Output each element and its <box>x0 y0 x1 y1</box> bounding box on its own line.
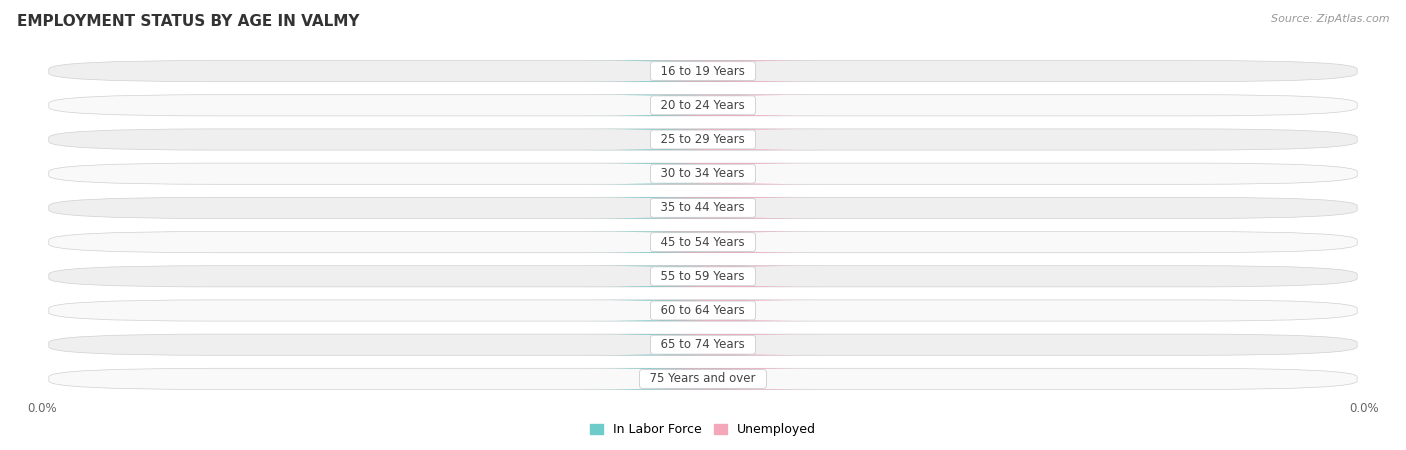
FancyBboxPatch shape <box>627 231 823 253</box>
FancyBboxPatch shape <box>49 129 1357 150</box>
Text: 0.0%: 0.0% <box>710 203 740 213</box>
FancyBboxPatch shape <box>627 94 823 116</box>
FancyBboxPatch shape <box>583 368 779 390</box>
Text: 0.0%: 0.0% <box>666 66 696 76</box>
Legend: In Labor Force, Unemployed: In Labor Force, Unemployed <box>585 418 821 441</box>
FancyBboxPatch shape <box>49 300 1357 321</box>
FancyBboxPatch shape <box>583 334 779 356</box>
Text: 35 to 44 Years: 35 to 44 Years <box>654 202 752 214</box>
FancyBboxPatch shape <box>627 163 823 184</box>
Text: 20 to 24 Years: 20 to 24 Years <box>654 99 752 112</box>
Text: 65 to 74 Years: 65 to 74 Years <box>654 338 752 351</box>
Text: 75 Years and over: 75 Years and over <box>643 373 763 385</box>
FancyBboxPatch shape <box>583 300 779 321</box>
Text: 60 to 64 Years: 60 to 64 Years <box>654 304 752 317</box>
FancyBboxPatch shape <box>583 129 779 150</box>
FancyBboxPatch shape <box>49 266 1357 287</box>
FancyBboxPatch shape <box>49 197 1357 219</box>
FancyBboxPatch shape <box>583 197 779 219</box>
Text: Source: ZipAtlas.com: Source: ZipAtlas.com <box>1271 14 1389 23</box>
FancyBboxPatch shape <box>627 368 823 390</box>
FancyBboxPatch shape <box>49 334 1357 356</box>
FancyBboxPatch shape <box>49 60 1357 82</box>
Text: 55 to 59 Years: 55 to 59 Years <box>654 270 752 283</box>
FancyBboxPatch shape <box>583 266 779 287</box>
Text: 0.0%: 0.0% <box>666 271 696 281</box>
FancyBboxPatch shape <box>49 94 1357 116</box>
Text: 0.0%: 0.0% <box>710 306 740 315</box>
Text: 0.0%: 0.0% <box>710 237 740 247</box>
FancyBboxPatch shape <box>627 197 823 219</box>
Text: 0.0%: 0.0% <box>710 374 740 384</box>
Text: EMPLOYMENT STATUS BY AGE IN VALMY: EMPLOYMENT STATUS BY AGE IN VALMY <box>17 14 360 28</box>
FancyBboxPatch shape <box>583 94 779 116</box>
Text: 0.0%: 0.0% <box>666 203 696 213</box>
Text: 0.0%: 0.0% <box>710 135 740 144</box>
Text: 0.0%: 0.0% <box>666 306 696 315</box>
Text: 0.0%: 0.0% <box>666 169 696 179</box>
Text: 0.0%: 0.0% <box>710 340 740 350</box>
Text: 16 to 19 Years: 16 to 19 Years <box>654 65 752 77</box>
Text: 0.0%: 0.0% <box>710 100 740 110</box>
FancyBboxPatch shape <box>627 129 823 150</box>
FancyBboxPatch shape <box>627 60 823 82</box>
Text: 0.0%: 0.0% <box>666 237 696 247</box>
Text: 0.0%: 0.0% <box>666 135 696 144</box>
Text: 0.0%: 0.0% <box>710 169 740 179</box>
FancyBboxPatch shape <box>49 231 1357 253</box>
Text: 0.0%: 0.0% <box>710 66 740 76</box>
FancyBboxPatch shape <box>583 60 779 82</box>
FancyBboxPatch shape <box>627 266 823 287</box>
Text: 0.0%: 0.0% <box>666 340 696 350</box>
FancyBboxPatch shape <box>627 334 823 356</box>
FancyBboxPatch shape <box>49 163 1357 184</box>
FancyBboxPatch shape <box>583 231 779 253</box>
Text: 30 to 34 Years: 30 to 34 Years <box>654 167 752 180</box>
Text: 45 to 54 Years: 45 to 54 Years <box>654 236 752 248</box>
FancyBboxPatch shape <box>627 300 823 321</box>
Text: 25 to 29 Years: 25 to 29 Years <box>654 133 752 146</box>
FancyBboxPatch shape <box>583 163 779 184</box>
Text: 0.0%: 0.0% <box>666 374 696 384</box>
Text: 0.0%: 0.0% <box>666 100 696 110</box>
FancyBboxPatch shape <box>49 368 1357 390</box>
Text: 0.0%: 0.0% <box>710 271 740 281</box>
